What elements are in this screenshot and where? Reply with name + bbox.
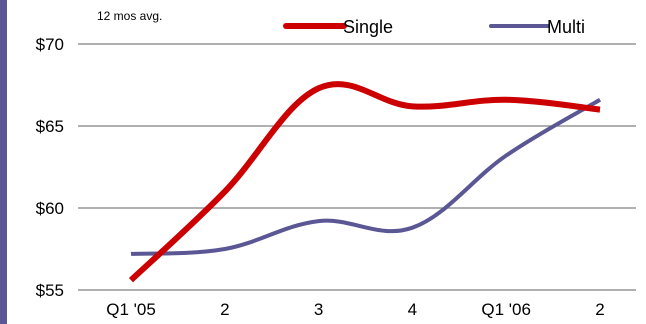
accent-bar bbox=[0, 0, 7, 324]
y-tick-label: $55 bbox=[36, 281, 64, 300]
x-tick-label: Q1 '05 bbox=[106, 300, 156, 319]
legend-label-multi: Multi bbox=[547, 17, 585, 37]
legend-label-single: Single bbox=[343, 17, 393, 37]
y-axis-ticks: $55 $60 $65 $70 bbox=[36, 35, 64, 300]
x-tick-label: Q1 '06 bbox=[481, 300, 531, 319]
series-lines bbox=[128, 81, 602, 283]
legend: Single Multi bbox=[283, 17, 585, 37]
y-tick-label: $70 bbox=[36, 35, 64, 54]
y-tick-label: $60 bbox=[36, 199, 64, 218]
gridlines bbox=[78, 43, 636, 291]
x-tick-label: 3 bbox=[314, 300, 323, 319]
annotation-12-mos-avg: 12 mos avg. bbox=[97, 9, 162, 23]
series-line-single bbox=[128, 81, 601, 283]
x-tick-label: 2 bbox=[220, 300, 229, 319]
series-line-multi bbox=[130, 98, 602, 256]
x-tick-label: 4 bbox=[408, 300, 417, 319]
y-tick-label: $65 bbox=[36, 117, 64, 136]
x-axis-ticks: Q1 '05 2 3 4 Q1 '06 2 bbox=[106, 300, 605, 319]
x-tick-label: 2 bbox=[595, 300, 604, 319]
